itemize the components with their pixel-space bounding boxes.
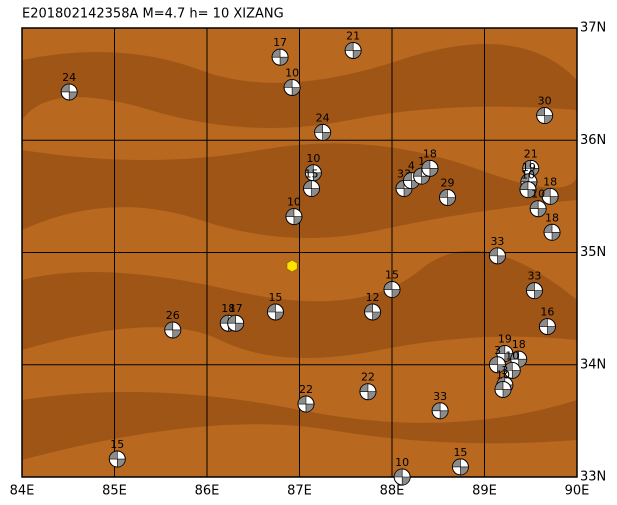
depth-label: 22	[361, 371, 375, 384]
depth-label: 15	[110, 438, 124, 451]
beachball-quadrant	[489, 247, 506, 265]
beachball-quadrant	[393, 468, 411, 486]
map-frame	[21, 27, 578, 478]
depth-label: 10	[496, 368, 510, 381]
depth-label: 18	[545, 211, 559, 224]
depth-label: 26	[166, 309, 180, 322]
x-tick-label: 87E	[287, 484, 312, 499]
beachball-quadrant	[536, 107, 553, 124]
depth-label: 18	[423, 147, 437, 160]
beachball-quadrant	[314, 124, 331, 141]
depth-label: 33	[490, 235, 504, 248]
depth-label: 22	[299, 383, 313, 396]
x-tick-label: 86E	[195, 484, 220, 499]
depth-label: 19	[498, 333, 512, 346]
beachball-quadrant	[364, 303, 381, 321]
depth-label: 18	[512, 338, 526, 351]
depth-label: 15	[453, 446, 467, 459]
map-title: E201802142358A M=4.7 h= 10 XIZANG	[22, 7, 284, 22]
x-tick-label: 89E	[472, 484, 497, 499]
beachball-quadrant	[529, 200, 547, 218]
depth-label: 18	[221, 302, 235, 315]
beachball-quadrant	[285, 208, 303, 225]
x-tick-label: 90E	[565, 484, 590, 499]
depth-label: 24	[316, 111, 330, 124]
beachball-quadrant	[267, 303, 284, 321]
x-tick-label: 84E	[10, 484, 35, 499]
beachball-quadrant	[108, 450, 126, 468]
depth-label: 15	[305, 168, 319, 181]
depth-label: 18	[543, 175, 557, 188]
depth-label: 10	[505, 349, 519, 362]
beachball-quadrant	[489, 356, 506, 374]
depth-label: 10	[531, 188, 545, 201]
beachball-quadrant	[60, 83, 78, 101]
depth-label: 21	[524, 147, 538, 160]
y-tick-label: 34N	[580, 357, 606, 372]
depth-label: 3	[501, 364, 508, 377]
y-tick-label: 37N	[580, 21, 606, 36]
depth-label: 24	[62, 71, 76, 84]
beachball-quadrant	[431, 402, 449, 420]
depth-label: 10	[287, 196, 301, 209]
depth-label: 15	[268, 291, 282, 304]
y-tick-label: 35N	[580, 245, 606, 260]
beachball-quadrant	[359, 383, 377, 400]
depth-label: 19	[522, 161, 536, 174]
depth-label: 33	[527, 270, 541, 283]
depth-label: 10	[395, 456, 409, 469]
beachball-quadrant	[539, 318, 556, 335]
beachball-quadrant	[452, 458, 469, 476]
beachball-quadrant	[344, 42, 362, 59]
depth-label: 10	[306, 152, 320, 165]
depth-label: 12	[366, 291, 380, 304]
y-tick-label: 33N	[580, 470, 606, 485]
beachball-quadrant	[271, 48, 289, 66]
beachball-quadrant	[541, 188, 559, 205]
depth-label: 10	[521, 169, 535, 182]
beachball-quadrant	[297, 395, 315, 413]
beachball-quadrant	[227, 314, 244, 332]
depth-label: 30	[538, 95, 552, 108]
depth-label: 21	[346, 29, 360, 42]
depth-label: 17	[229, 302, 243, 315]
depth-label: 15	[385, 269, 399, 282]
beachball-quadrant	[494, 381, 512, 398]
beachball-quadrant	[519, 181, 537, 198]
beachball-quadrant	[283, 79, 301, 96]
depth-label: 16	[540, 306, 554, 319]
beachball-quadrant	[303, 180, 320, 197]
beachball-quadrant	[503, 362, 521, 379]
depth-label: 3	[494, 344, 501, 357]
beachball-quadrant	[526, 282, 543, 299]
depth-label: 10	[285, 66, 299, 79]
y-tick-label: 36N	[580, 133, 606, 148]
beachball-quadrant	[421, 160, 439, 177]
depth-label: 29	[441, 176, 455, 189]
beachball-quadrant	[383, 281, 401, 298]
depth-label: 1	[418, 155, 425, 168]
x-tick-label: 88E	[380, 484, 405, 499]
beachball-quadrant	[439, 189, 456, 206]
depth-label: 33	[433, 390, 447, 403]
x-tick-label: 85E	[102, 484, 127, 499]
epicenter	[286, 259, 298, 273]
depth-label: 17	[273, 36, 287, 49]
depth-label: 4	[408, 160, 415, 173]
beachball-quadrant	[164, 321, 182, 339]
beachball-quadrant	[543, 223, 561, 241]
